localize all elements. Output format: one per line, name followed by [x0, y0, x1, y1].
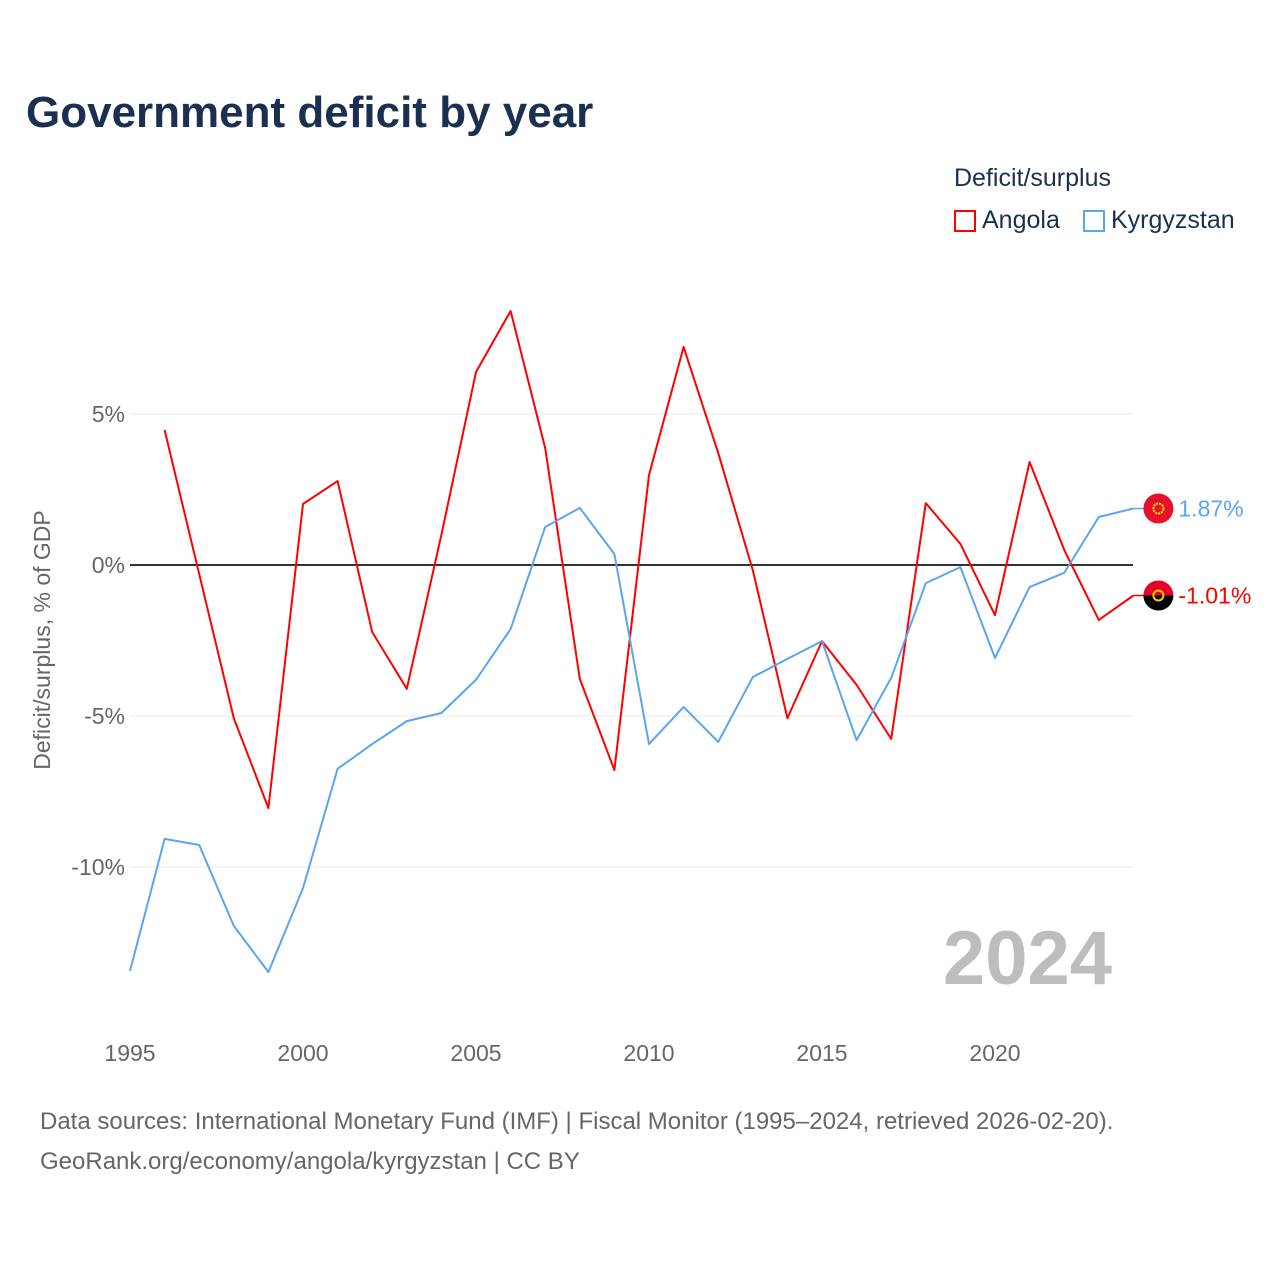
angola-flag-icon [1143, 580, 1174, 611]
kyrgyzstan-flag-icon [1143, 493, 1174, 524]
y-tick-label: -5% [84, 703, 125, 729]
x-tick-label: 2015 [796, 1040, 847, 1066]
x-tick-label: 2005 [450, 1040, 501, 1066]
series-line-angola [163, 310, 1134, 810]
end-value-label: -1.01% [1178, 583, 1251, 609]
y-tick-label: 0% [92, 552, 125, 578]
legend-label: Kyrgyzstan [1111, 206, 1235, 234]
flag-black-half [1143, 595, 1174, 611]
end-value-label: 1.87% [1178, 496, 1243, 522]
legend-item-angola[interactable]: Angola [954, 206, 1060, 235]
y-axis-label: Deficit/surplus, % of GDP [29, 510, 55, 769]
flag-red-half [1143, 580, 1174, 596]
chart-title: Government deficit by year [26, 88, 594, 137]
legend-label: Angola [982, 206, 1060, 234]
legend-item-kyrgyzstan[interactable]: Kyrgyzstan [1083, 206, 1235, 235]
source-url[interactable]: GeoRank.org/economy/angola/kyrgyzstan | … [40, 1148, 580, 1175]
x-tick-label: 2020 [969, 1040, 1020, 1066]
flag-field [1143, 493, 1174, 524]
legend-title: Deficit/surplus [954, 164, 1111, 192]
legend-swatch-kyrgyzstan [1083, 209, 1105, 232]
x-tick-label: 2000 [277, 1040, 328, 1066]
y-tick-label: -10% [71, 854, 125, 880]
series-line-kyrgyzstan [129, 506, 1134, 974]
year-watermark: 2024 [943, 916, 1112, 1001]
legend-swatch-angola [954, 209, 976, 232]
x-tick-label: 1995 [104, 1040, 155, 1066]
x-tick-label: 2010 [623, 1040, 674, 1066]
flag-emblem [1152, 589, 1165, 602]
flag-sun [1152, 502, 1165, 515]
y-tick-label: 5% [92, 401, 125, 427]
source-note: Data sources: International Monetary Fun… [40, 1108, 1114, 1135]
